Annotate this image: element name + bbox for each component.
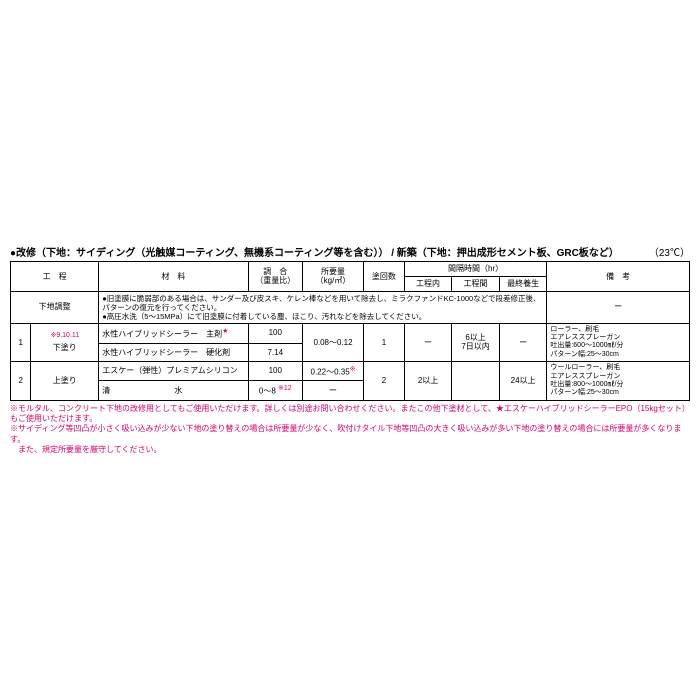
cell-r1-intin: ー — [404, 323, 452, 362]
spec-sheet: ●改修（下地：サイディング（光触媒コーティング、無機系コーティング等を含む）） … — [0, 238, 700, 461]
title-left: ●改修（下地：サイディング（光触媒コーティング、無機系コーティング等を含む）） … — [10, 244, 619, 259]
title-row: ●改修（下地：サイディング（光触媒コーティング、無機系コーティング等を含む）） … — [10, 244, 690, 259]
hdr-interval-in: 工程内 — [404, 276, 452, 291]
cell-r2-remark: ウールローラー、刷毛 エアレススプレーガン 吐出量:800〜1000㎖/分 パタ… — [547, 362, 690, 401]
cell-r1-idx: 1 — [11, 323, 31, 362]
hdr-coats: 塗回数 — [364, 262, 405, 291]
hdr-process: 工 程 — [11, 262, 99, 291]
cell-r2-mat1: エスケー（弾性）プレミアムシリコン — [99, 362, 248, 381]
hdr-ratio: 調 合 （重量比） — [248, 262, 302, 291]
footnotes: ※モルタル、コンクリート下地の改修用としてもご使用いただけます。詳しくは別途お問… — [10, 404, 690, 456]
cell-r1-intbetween: 6以上 7日以内 — [452, 323, 500, 362]
cell-r1-coats: 1 — [364, 323, 405, 362]
spec-table: 工 程 材 料 調 合 （重量比） 所要量 （kg/㎡） 塗回数 間隔時間（hr… — [10, 261, 690, 400]
cell-r2-amount: 0.22〜0.35※ — [302, 362, 363, 381]
cell-r1-mat2: 水性ハイブリッドシーラー 硬化剤 — [99, 343, 248, 361]
cell-r1-mat1: 水性ハイブリッドシーラー 主剤★ — [99, 323, 248, 343]
hdr-interval-between: 工程間 — [452, 276, 500, 291]
row-prep: 下地調整 ●旧塗膜に脆弱部のある場合は、サンダー及び皮スキ、ケレン棒などを用いて… — [11, 291, 690, 323]
hdr-amount: 所要量 （kg/㎡） — [302, 262, 363, 291]
cell-r1-amount: 0.08〜0.12 — [302, 323, 363, 362]
note-2: ※サイディング等凹凸が小さく吸い込みが少ない下地の塗り替えの場合は所要量が少なく… — [10, 424, 690, 455]
cell-prep-remark: ー — [547, 291, 690, 323]
cell-r2-idx: 2 — [11, 362, 31, 401]
cell-r2-intin: 2以上 — [404, 362, 452, 401]
cell-r1-ratio2: 7.14 — [248, 343, 302, 361]
note-1: ※モルタル、コンクリート下地の改修用としてもご使用いただけます。詳しくは別途お問… — [10, 404, 690, 425]
cell-prep-text: ●旧塗膜に脆弱部のある場合は、サンダー及び皮スキ、ケレン棒などを用いて除去し、ミ… — [99, 291, 547, 323]
cell-r1-step: ※9.10.11 下塗り — [31, 323, 99, 362]
cell-prep-label: 下地調整 — [11, 291, 99, 323]
row-2a: 2 上塗り エスケー（弾性）プレミアムシリコン 100 0.22〜0.35※ 2… — [11, 362, 690, 381]
title-temp: （23℃） — [649, 244, 690, 259]
hdr-remarks: 備 考 — [547, 262, 690, 291]
r1-step-text: 下塗り — [53, 343, 77, 352]
cell-r1-cure: ー — [499, 323, 547, 362]
r1-sup: ※9.10.11 — [50, 332, 79, 339]
cell-r1-ratio1: 100 — [248, 323, 302, 343]
cell-r2-intbetween — [452, 362, 500, 401]
cell-r2-coats: 2 — [364, 362, 405, 401]
hdr-interval: 間隔時間（hr） — [404, 262, 547, 277]
hdr-material: 材 料 — [99, 262, 248, 291]
cell-r2-ratio1: 100 — [248, 362, 302, 381]
hdr-final-cure: 最終養生 — [499, 276, 547, 291]
row-1a: 1 ※9.10.11 下塗り 水性ハイブリッドシーラー 主剤★ 100 0.08… — [11, 323, 690, 343]
cell-r2-amount2: ー — [302, 381, 363, 400]
cell-r2-cure: 24以上 — [499, 362, 547, 401]
cell-r1-remark: ローラー、刷毛 エアレススプレーガン 吐出量:600〜1000㎖/分 パターン幅… — [547, 323, 690, 362]
cell-r2-mat2: 清 水 — [99, 381, 248, 400]
cell-r2-ratio2: 0〜8 ※12 — [248, 381, 302, 400]
cell-r2-step: 上塗り — [31, 362, 99, 401]
